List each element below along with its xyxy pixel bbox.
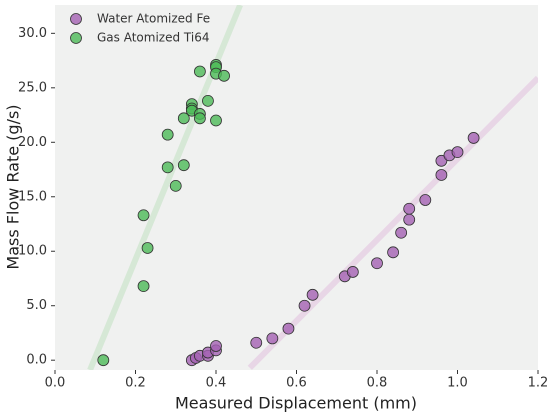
point <box>282 322 295 335</box>
legend-label: Water Atomized Fe <box>97 12 210 26</box>
point <box>467 132 480 144</box>
point <box>210 114 222 127</box>
y-tick-label: 15.0 <box>18 189 47 204</box>
x-tick-label: 0.0 <box>45 376 66 391</box>
y-axis-label: Mass Flow Rate (g/s) <box>4 104 23 269</box>
point <box>169 179 182 192</box>
x-tick-label: 0.6 <box>286 376 307 391</box>
point <box>218 69 230 82</box>
x-tick-label: 0.4 <box>206 376 227 391</box>
point <box>435 154 448 167</box>
point <box>395 226 408 239</box>
point <box>193 112 206 125</box>
point <box>403 213 416 226</box>
point <box>387 246 400 259</box>
legend-marker <box>70 32 82 44</box>
plot-area <box>55 5 538 370</box>
trend-line <box>247 75 538 370</box>
point <box>161 161 174 174</box>
y-tick-label: 30.0 <box>18 26 47 41</box>
y-tick-label: 10.0 <box>18 244 47 259</box>
point <box>161 128 174 141</box>
point <box>202 94 214 107</box>
x-tick-label: 0.2 <box>125 376 146 391</box>
point <box>97 354 110 367</box>
point <box>306 288 319 301</box>
y-tick-label: 25.0 <box>18 80 47 95</box>
legend-label: Gas Atomized Ti64 <box>97 31 209 45</box>
x-axis-label: Measured Displacement (mm) <box>175 394 417 413</box>
y-tick-label: 5.0 <box>26 298 47 313</box>
point <box>141 242 154 254</box>
point <box>137 280 150 293</box>
x-tick-label: 0.8 <box>367 376 388 391</box>
legend-marker <box>70 13 82 25</box>
point <box>193 65 206 78</box>
point <box>419 194 432 206</box>
point <box>137 209 150 222</box>
x-tick-label: 1.0 <box>447 376 468 391</box>
point <box>177 112 190 125</box>
y-tick-label: 0.0 <box>26 353 47 368</box>
point <box>346 266 359 278</box>
point <box>435 169 448 181</box>
point <box>177 159 190 172</box>
point <box>250 336 263 349</box>
point <box>210 340 222 352</box>
point <box>403 202 416 215</box>
point <box>298 299 311 312</box>
x-tick-label: 1.2 <box>528 376 549 391</box>
point <box>371 257 383 270</box>
point <box>451 146 464 158</box>
y-tick-label: 20.0 <box>18 135 47 150</box>
point <box>266 332 279 345</box>
